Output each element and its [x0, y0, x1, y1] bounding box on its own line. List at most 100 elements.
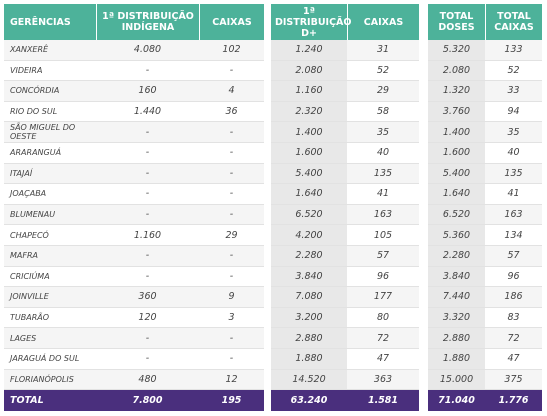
- total-caixas-cell: 83: [485, 307, 542, 329]
- total-caixas-cell: 35: [485, 122, 542, 143]
- gerencia-name: Jaraguá do Sul: [4, 348, 96, 370]
- d-plus-caixas-cell: 363: [347, 369, 419, 391]
- d-plus-doses-cell: 2.280: [271, 245, 347, 267]
- table-row: 1.400 35: [271, 122, 419, 143]
- table-row: 7.080 177: [271, 287, 419, 308]
- table-row: Itajaí - -: [4, 163, 264, 185]
- table-row: 15.000 375: [428, 369, 542, 391]
- table-row: Xanxerê 4.080 102: [4, 40, 264, 61]
- gerencia-name: Blumenau: [4, 204, 96, 226]
- table-row: Joinville 360 9: [4, 287, 264, 308]
- d-plus-doses-cell: 1.640: [271, 184, 347, 205]
- indigena-doses-cell: 360: [96, 287, 199, 308]
- indigena-caixas-cell: 12: [199, 369, 264, 391]
- indigena-doses-cell: -: [96, 60, 199, 82]
- total-doses-cell: 5.400: [428, 163, 485, 185]
- d-plus-distribution-table: 1ª DISTRIBUIÇÃO D+ CAIXAS 1.240 31 2.080 52 1.…: [271, 4, 419, 412]
- indigena-caixas-cell: -: [199, 204, 264, 226]
- gerencia-name: Concórdia: [4, 81, 96, 102]
- table-row: Araranguá - -: [4, 142, 264, 164]
- table-row: 6.520 163: [428, 204, 542, 226]
- gerencia-name: Videira: [4, 60, 96, 82]
- table-row: 1.400 35: [428, 122, 542, 143]
- d-plus-caixas-cell: 135: [347, 163, 419, 185]
- total-doses-cell: 5.360: [428, 225, 485, 246]
- total-caixas-cell: 135: [485, 163, 542, 185]
- gerencia-name: Mafra: [4, 245, 96, 267]
- total-doses-cell: 1.880: [428, 348, 485, 370]
- indigena-caixas-cell: -: [199, 245, 264, 267]
- table-row: Concórdia 160 4: [4, 81, 264, 102]
- indigena-distribution-header: 1ª DISTRIBUIÇÃO INDÍGENA: [96, 4, 199, 40]
- table-row: 6.520 163: [271, 204, 419, 226]
- indigena-doses-cell: 4.080: [96, 40, 199, 61]
- table-row: 5.400 135: [271, 163, 419, 185]
- table-row: 2.880 72: [271, 328, 419, 349]
- indigena-doses-cell: -: [96, 328, 199, 349]
- d-plus-doses-cell: 2.880: [271, 328, 347, 349]
- indigena-caixas-cell: 36: [199, 101, 264, 123]
- total-caixas-cell: 47: [485, 348, 542, 370]
- total-doses-cell: 6.520: [428, 204, 485, 226]
- table-row: 5.320 133: [428, 40, 542, 61]
- total-doses-cell: 1.400: [428, 122, 485, 143]
- total-doses-cell: 7.440: [428, 287, 485, 308]
- table-row: Blumenau - -: [4, 204, 264, 226]
- d-plus-caixas-cell: 41: [347, 184, 419, 205]
- total-d-plus-caixas-cell: 1.581: [347, 390, 419, 412]
- d-plus-doses-cell: 4.200: [271, 225, 347, 246]
- gerencia-name: Xanxerê: [4, 40, 96, 61]
- table-row: 3.840 96: [271, 266, 419, 288]
- table-row: 3.200 80: [271, 307, 419, 329]
- indigena-caixas-cell: -: [199, 348, 264, 370]
- total-caixas-header: TOTAL CAIXAS: [485, 4, 542, 40]
- total-doses-cell: 15.000: [428, 369, 485, 391]
- table-row: 1.600 40: [428, 142, 542, 164]
- table-row: 3.320 83: [428, 307, 542, 329]
- gerencia-name: Joaçaba: [4, 184, 96, 205]
- indigena-doses-cell: -: [96, 163, 199, 185]
- indigena-doses-cell: 160: [96, 81, 199, 102]
- d-plus-doses-cell: 1.880: [271, 348, 347, 370]
- d-plus-caixas-cell: 72: [347, 328, 419, 349]
- total-doses-cell: 1.320: [428, 81, 485, 102]
- total-gerencia-name: TOTAL: [4, 390, 96, 412]
- total-caixas-cell: 96: [485, 266, 542, 288]
- table-row: 1.240 31: [271, 40, 419, 61]
- table-row: Chapecó 1.160 29: [4, 225, 264, 246]
- total-caixas-cell: 133: [485, 40, 542, 61]
- gerencia-name: Florianópolis: [4, 369, 96, 391]
- gerencia-name: Lages: [4, 328, 96, 349]
- table-row: 1.880 47: [428, 348, 542, 370]
- d-plus-doses-cell: 2.320: [271, 101, 347, 123]
- total-doses-cell: 2.280: [428, 245, 485, 267]
- d-plus-doses-cell: 3.200: [271, 307, 347, 329]
- table-row: 1.600 40: [271, 142, 419, 164]
- indigena-caixas-cell: 9: [199, 287, 264, 308]
- indigena-doses-cell: 480: [96, 369, 199, 391]
- indigena-doses-cell: -: [96, 122, 199, 143]
- d-plus-caixas-cell: 52: [347, 60, 419, 82]
- total-caixas-cell: 134: [485, 225, 542, 246]
- gerencia-name: Araranguá: [4, 142, 96, 164]
- d-plus-doses-cell: 6.520: [271, 204, 347, 226]
- total-doses-cell: 3.760: [428, 101, 485, 123]
- d-plus-caixas-cell: 58: [347, 101, 419, 123]
- d-plus-caixas-cell: 29: [347, 81, 419, 102]
- table-row: Joaçaba - -: [4, 184, 264, 205]
- total-caixas-cell: 375: [485, 369, 542, 391]
- total-doses-cell: 1.600: [428, 142, 485, 164]
- total-caixas-cell: 72: [485, 328, 542, 349]
- indigena-doses-cell: -: [96, 142, 199, 164]
- d-plus-caixas-cell: 57: [347, 245, 419, 267]
- total-doses-header: TOTAL DOSES: [428, 4, 485, 40]
- d-plus-doses-cell: 1.160: [271, 81, 347, 102]
- indigena-caixas-cell: 4: [199, 81, 264, 102]
- gerencia-name: Joinville: [4, 287, 96, 308]
- indigena-distribution-table: GERÊNCIAS 1ª DISTRIBUIÇÃO INDÍGENA CAIXAS…: [4, 4, 264, 412]
- total-d-plus-doses-cell: 63.240: [271, 390, 347, 412]
- table-row: 2.320 58: [271, 101, 419, 123]
- table-row: 1.320 33: [428, 81, 542, 102]
- indigena-doses-cell: -: [96, 204, 199, 226]
- total-indigena-doses-cell: 7.800: [96, 390, 199, 412]
